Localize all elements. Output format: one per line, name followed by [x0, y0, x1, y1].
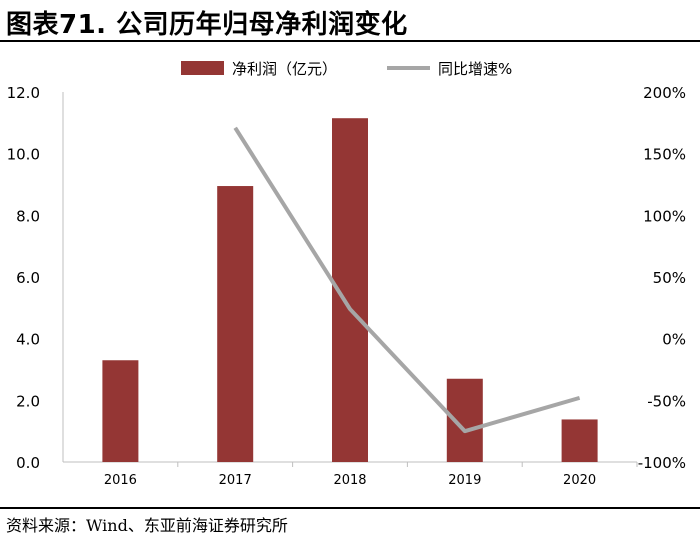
y-left-tick-label: 4.0 [16, 331, 40, 349]
growth-line [235, 128, 579, 431]
footer-rule [0, 507, 700, 509]
y-left-tick-label: 6.0 [16, 269, 40, 287]
bar-2017 [217, 186, 253, 462]
y-left-tick-label: 12.0 [7, 84, 40, 102]
x-tick-label: 2018 [333, 473, 366, 488]
x-tick-label: 2017 [219, 473, 252, 488]
bar-2016 [102, 360, 138, 462]
y-right-tick-label: 100% [643, 207, 686, 225]
y-left-tick-label: 8.0 [16, 207, 40, 225]
source-note: 资料来源：Wind、东亚前海证券研究所 [6, 512, 288, 536]
x-tick-label: 2019 [448, 473, 481, 488]
y-right-tick-label: 0% [662, 331, 686, 349]
y-right-tick-label: -100% [638, 454, 686, 472]
legend-label-bar: 净利润（亿元） [232, 60, 337, 78]
y-left-tick-label: 0.0 [16, 454, 40, 472]
y-right-tick-label: -50% [647, 392, 686, 410]
bar-2020 [562, 419, 598, 462]
y-right-tick-label: 150% [643, 146, 686, 164]
y-right-tick-label: 200% [643, 84, 686, 102]
y-right-tick-label: 50% [653, 269, 686, 287]
y-left-tick-label: 10.0 [7, 146, 40, 164]
legend-label-line: 同比增速% [438, 60, 512, 78]
y-left-tick-label: 2.0 [16, 392, 40, 410]
x-tick-label: 2016 [104, 473, 137, 488]
x-tick-label: 2020 [563, 473, 596, 488]
legend-swatch-bar [181, 61, 224, 75]
